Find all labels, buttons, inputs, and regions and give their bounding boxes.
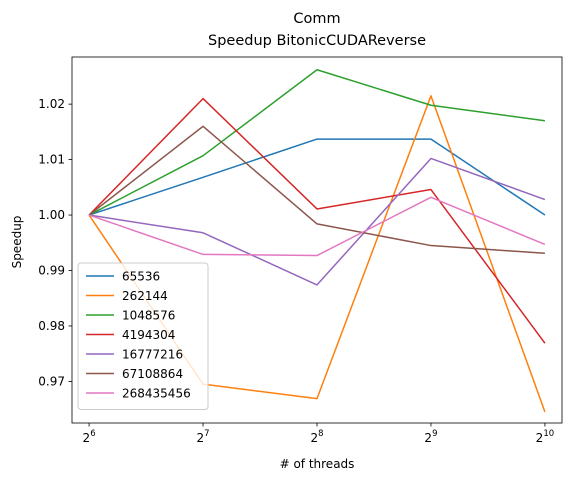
x-tick-label: 27 (197, 429, 210, 445)
series-line-65536 (88, 138, 546, 216)
y-tick-label: 0.99 (38, 264, 65, 278)
series-line-16777216 (88, 157, 546, 286)
series-line-268435456 (88, 196, 546, 257)
legend-label-1048576: 1048576 (122, 309, 175, 323)
legend-label-262144: 262144 (122, 289, 168, 303)
legend-label-268435456: 268435456 (122, 387, 191, 401)
legend-label-4194304: 4194304 (122, 328, 175, 342)
plot-area: 26 27 28 29 210 0.97 0.98 0.99 1.00 1.01 1.02 65536… (38, 56, 563, 445)
series-line-67108864 (88, 125, 545, 255)
y-tick-label: 0.97 (38, 374, 65, 388)
chart-title: Comm (293, 11, 340, 27)
x-axis-label: # of threads (280, 457, 355, 471)
series-line-4194304 (88, 97, 546, 344)
y-tick-label: 1.00 (38, 208, 65, 222)
legend-label-67108864: 67108864 (122, 367, 183, 381)
y-tick-label: 1.02 (38, 97, 65, 111)
series-line-1048576 (88, 69, 546, 216)
y-axis-label: Speedup (10, 216, 24, 269)
x-tick-label: 210 (536, 429, 554, 445)
legend-label-16777216: 16777216 (122, 348, 183, 362)
legend-label-65536: 65536 (122, 270, 160, 284)
x-tick-label: 26 (83, 429, 96, 445)
y-tick-label: 0.98 (38, 319, 65, 333)
y-tick-label: 1.01 (38, 153, 65, 167)
x-tick-label: 28 (310, 429, 323, 445)
chart-subtitle: Speedup BitonicCUDAReverse (208, 33, 426, 49)
x-tick-label: 29 (424, 429, 437, 445)
